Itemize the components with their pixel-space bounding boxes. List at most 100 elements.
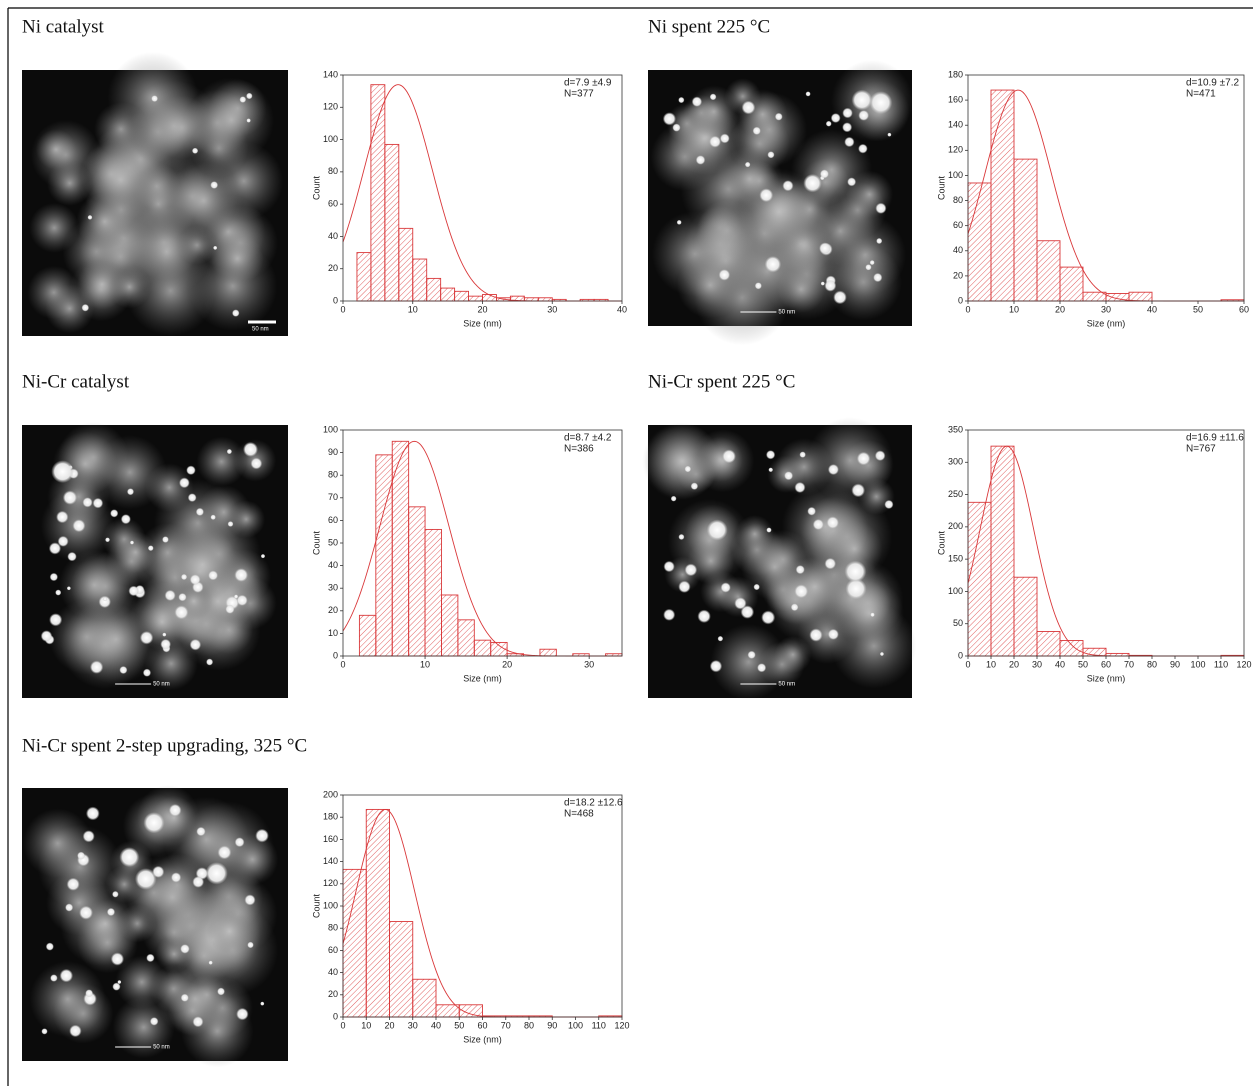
histogram-bar <box>1128 291 1153 302</box>
particle <box>174 605 189 620</box>
x-tick-label: 70 <box>1124 659 1134 669</box>
y-tick-label: 60 <box>328 515 338 525</box>
histogram-bar <box>990 89 1015 302</box>
particle <box>827 628 839 640</box>
particle <box>180 573 188 581</box>
particle <box>709 135 721 148</box>
y-tick-label: 120 <box>323 102 338 112</box>
annotation: N=377 <box>564 89 594 100</box>
y-tick-label: 70 <box>328 492 338 502</box>
particle <box>227 521 234 527</box>
scale-bar-label: 50 nm <box>153 682 170 688</box>
x-tick-label: 60 <box>1239 304 1249 314</box>
micrograph-texture <box>27 51 284 336</box>
particle <box>858 109 870 121</box>
scale-bar-label: 50 nm <box>778 682 795 688</box>
particle <box>168 803 182 817</box>
panel-title: Ni-Cr spent 225 °C <box>648 371 795 392</box>
cloud <box>156 960 233 1037</box>
cloud <box>29 202 80 253</box>
particle <box>79 905 93 920</box>
panel: Ni catalyst 50 nm 0 10 20 30 40 0 20 40 60 80 100 120… <box>22 16 628 336</box>
particle <box>208 960 213 965</box>
particle <box>85 806 100 821</box>
particle <box>824 557 837 570</box>
histogram-bar <box>1036 240 1061 302</box>
particle <box>709 659 723 673</box>
y-tick-label: 60 <box>328 199 338 209</box>
x-tick-label: 20 <box>477 304 487 314</box>
cloud <box>92 435 167 510</box>
particle <box>684 563 698 577</box>
particle <box>663 608 676 621</box>
particle <box>226 448 233 455</box>
particle <box>102 596 108 602</box>
particle <box>162 632 167 637</box>
annotation: d=18.2 ±12.6 <box>564 798 623 809</box>
particle <box>178 592 187 602</box>
histogram-bar <box>539 648 557 657</box>
particle <box>844 136 855 148</box>
y-tick-label: 160 <box>323 834 338 844</box>
x-tick-label: 20 <box>502 659 512 669</box>
x-tick-label: 10 <box>1009 304 1019 314</box>
particle <box>876 237 883 245</box>
particle <box>208 570 219 581</box>
particle <box>842 107 853 119</box>
particle <box>795 565 805 575</box>
y-tick-label: 140 <box>948 120 963 130</box>
histogram-bar <box>990 445 1015 657</box>
particle <box>851 483 866 498</box>
x-tick-label: 120 <box>614 1020 629 1030</box>
particle <box>186 465 196 476</box>
cloud <box>80 899 130 949</box>
histogram-bar <box>440 287 456 302</box>
histogram-bar <box>424 528 442 657</box>
particle <box>192 876 205 888</box>
particle <box>719 133 730 144</box>
particle <box>87 214 93 220</box>
particle <box>110 509 119 518</box>
particle <box>82 497 93 508</box>
cloud <box>710 624 787 700</box>
histogram-bar <box>454 290 470 302</box>
y-tick-label: 140 <box>323 856 338 866</box>
particle <box>195 507 204 516</box>
particle <box>89 660 104 674</box>
y-tick-label: 0 <box>333 1011 338 1021</box>
particle <box>151 95 159 103</box>
particle <box>676 219 682 225</box>
particle <box>869 91 893 115</box>
cloud <box>226 833 279 886</box>
panel-title: Ni catalyst <box>22 16 105 37</box>
particle <box>146 953 155 963</box>
particle <box>55 589 62 596</box>
particle <box>69 1024 82 1038</box>
y-tick-label: 0 <box>333 650 338 660</box>
particle <box>875 202 887 214</box>
particle <box>766 527 772 533</box>
x-tick-label: 50 <box>1078 659 1088 669</box>
particle <box>147 545 154 552</box>
particle <box>180 993 189 1002</box>
annotation: N=386 <box>564 444 594 455</box>
particle <box>231 309 240 317</box>
histogram-bar <box>358 614 377 657</box>
particle <box>160 638 172 650</box>
particle <box>820 281 825 286</box>
histogram-bar <box>1082 291 1107 302</box>
particle <box>189 638 202 651</box>
annotation: N=468 <box>564 809 594 820</box>
particle <box>98 595 111 609</box>
cloud <box>196 436 247 487</box>
x-tick-label: 40 <box>617 304 627 314</box>
y-tick-label: 0 <box>333 295 338 305</box>
particle <box>105 537 110 543</box>
y-tick-label: 100 <box>948 170 963 180</box>
histogram-bar <box>408 506 426 657</box>
scale-bar-label: 50 nm <box>252 327 269 333</box>
y-tick-label: 120 <box>323 878 338 888</box>
x-tick-label: 80 <box>524 1020 534 1030</box>
x-tick-label: 60 <box>1101 659 1111 669</box>
